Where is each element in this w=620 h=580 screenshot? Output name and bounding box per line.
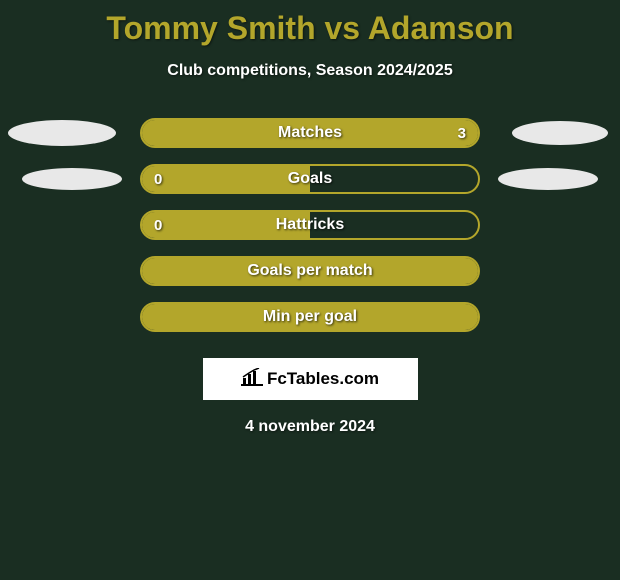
stat-bar: Matches 3: [140, 118, 480, 148]
player-left-indicator: [22, 168, 122, 190]
stat-label: Hattricks: [276, 216, 344, 234]
player-right-indicator: [512, 121, 608, 145]
logo-text: FcTables.com: [267, 369, 379, 389]
stat-label: Min per goal: [263, 308, 357, 326]
stat-row: 0 Hattricks: [0, 202, 620, 248]
stat-left-value: 0: [154, 217, 162, 234]
logo-box: FcTables.com: [203, 358, 418, 400]
stat-label: Matches: [278, 124, 342, 142]
stat-left-value: 0: [154, 171, 162, 188]
chart-icon: [241, 368, 263, 391]
date-text: 4 november 2024: [0, 418, 620, 436]
stat-bar: 0 Hattricks: [140, 210, 480, 240]
stat-row: 0 Goals: [0, 156, 620, 202]
stat-row: Goals per match: [0, 248, 620, 294]
stat-bar: 0 Goals: [140, 164, 480, 194]
stat-bar-fill: [142, 166, 310, 192]
page-title: Tommy Smith vs Adamson: [0, 0, 620, 47]
stat-right-value: 3: [458, 125, 466, 142]
player-right-indicator: [498, 168, 598, 190]
stat-label: Goals: [288, 170, 332, 188]
stat-bar: Min per goal: [140, 302, 480, 332]
stat-row: Matches 3: [0, 110, 620, 156]
player-left-indicator: [8, 120, 116, 146]
stat-label: Goals per match: [247, 262, 372, 280]
comparison-area: Matches 3 0 Goals 0 Hattricks Goals per match M…: [0, 110, 620, 340]
stat-row: Min per goal: [0, 294, 620, 340]
logo: FcTables.com: [241, 368, 379, 391]
stat-bar: Goals per match: [140, 256, 480, 286]
subtitle: Club competitions, Season 2024/2025: [0, 62, 620, 80]
